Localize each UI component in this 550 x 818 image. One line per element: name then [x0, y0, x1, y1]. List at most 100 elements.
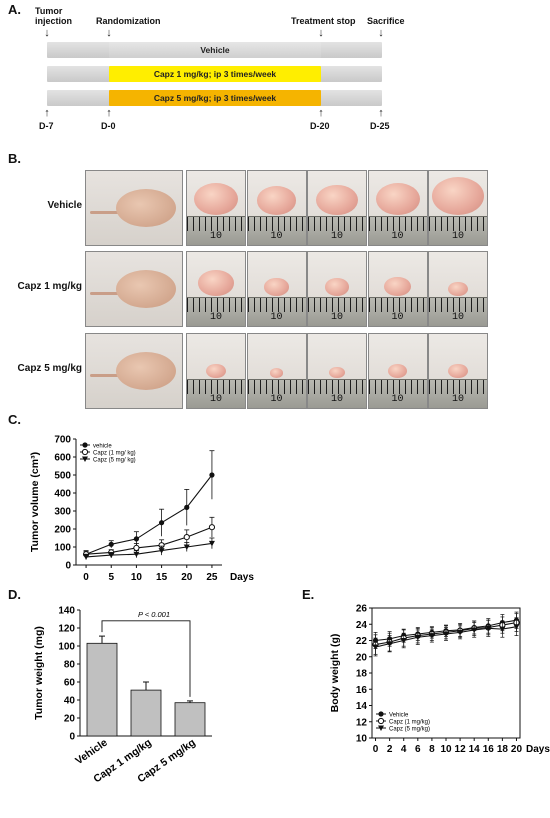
ruler-ticks — [308, 216, 366, 231]
mouse-photo — [85, 333, 183, 409]
ruler-ticks — [187, 297, 245, 312]
row-label: Vehicle — [47, 200, 82, 211]
data-point — [208, 524, 216, 531]
tumor-photo: 10 — [307, 333, 367, 409]
mouse-tail — [90, 211, 120, 214]
data-point — [471, 627, 478, 633]
y-axis-label: Tumor weight (mg) — [33, 626, 45, 720]
y-axis-label: Tumor volume (cm³) — [29, 452, 41, 552]
y-tick-label: 140 — [58, 606, 75, 617]
ruler-number: 10 — [330, 312, 343, 323]
legend-label: Capz (1 mg/kg) — [389, 720, 430, 726]
tumor-weight-chart: 0 20 40 60 80 100 120 140 Tumor weight (mg) Vehic… — [33, 606, 212, 785]
up-arrow-icon: ↑ — [106, 107, 112, 119]
ruler-number: 10 — [209, 312, 222, 323]
ruler: 10 — [429, 215, 487, 245]
mouse-tail — [90, 292, 120, 295]
data-point — [208, 540, 215, 547]
ruler-ticks — [368, 379, 427, 394]
bar — [174, 702, 206, 737]
data-point — [428, 633, 435, 639]
ruler-ticks — [368, 216, 427, 231]
y-tick-label: 200 — [54, 525, 71, 536]
mouse-body — [116, 352, 176, 390]
y-tick-label: 20 — [64, 714, 76, 725]
tumor-specimen — [316, 184, 358, 215]
tumor-specimen — [448, 363, 468, 378]
up-arrow-icon: ↑ — [378, 107, 384, 119]
tumor-photo: 10 — [186, 333, 246, 409]
y-tick-label: 14 — [356, 701, 368, 712]
x-tick-label: 10 — [440, 744, 452, 755]
tumor-specimen — [198, 270, 234, 296]
ruler-number: 10 — [330, 231, 343, 242]
tumor-specimen — [269, 368, 284, 378]
x-tick-label: 4 — [401, 744, 407, 755]
data-point — [386, 641, 393, 647]
ruler-number: 10 — [209, 231, 222, 242]
x-tick-label: 16 — [483, 744, 495, 755]
ruler-number: 10 — [270, 231, 283, 242]
tumor-photo: 10 — [428, 333, 488, 409]
ruler-ticks — [187, 216, 245, 231]
mouse-body — [116, 189, 176, 227]
panel-c-label: C. — [8, 412, 21, 427]
capz5-bar-label: Capz 5 mg/kg; ip 3 times/week — [153, 93, 277, 103]
series-line — [86, 542, 213, 558]
ruler-ticks — [368, 297, 427, 312]
x-tick-label: 0 — [83, 572, 89, 583]
x-tick-label: 0 — [373, 744, 379, 755]
bar — [130, 689, 162, 737]
x-axis-label: Days — [526, 744, 550, 755]
vehicle-treatment-bar: Vehicle — [109, 42, 321, 58]
ruler-number: 10 — [270, 394, 283, 405]
tumor-volume-chart: 0 100 200 300 400 500 600 700 0 5 10 15 20 25 Days Tumo… — [29, 435, 254, 584]
data-point — [400, 638, 407, 644]
ruler-ticks — [429, 379, 487, 394]
x-tick-label: 15 — [156, 572, 168, 583]
data-point — [513, 624, 520, 630]
x-tick-label: 8 — [429, 744, 435, 755]
data-point — [485, 625, 492, 632]
y-tick-label: 10 — [356, 734, 368, 745]
capz1-treatment-bar: Capz 1 mg/kg; ip 3 times/week — [109, 66, 321, 82]
y-tick-label: 0 — [65, 561, 71, 572]
data-point — [133, 551, 140, 558]
tumor-photo: 10 — [367, 333, 428, 409]
y-tick-label: 60 — [64, 678, 76, 689]
y-tick-label: 300 — [54, 507, 71, 518]
vehicle-bar-label: Vehicle — [200, 45, 230, 55]
tumor-photo: 10 — [246, 170, 307, 246]
data-point — [457, 629, 464, 636]
tumor-specimen — [194, 183, 238, 215]
x-tick-label: 5 — [108, 572, 114, 583]
ruler-number: 10 — [391, 394, 404, 405]
down-arrow-icon: ↓ — [106, 27, 112, 39]
y-tick-label: 20 — [356, 652, 368, 663]
tumor-photo: 10 — [428, 170, 488, 246]
sacrifice-label: Sacrifice — [367, 16, 405, 26]
y-tick-label: 100 — [54, 543, 71, 554]
panel-b-label: B. — [8, 151, 21, 166]
y-tick-label: 100 — [58, 642, 75, 653]
tumor-photo: 10 — [186, 251, 246, 327]
legend-label: Capz (5 mg/kg) — [389, 727, 430, 733]
category-label: Vehicle — [73, 737, 110, 768]
significance-bracket — [101, 620, 191, 697]
data-point — [499, 626, 506, 633]
y-tick-label: 12 — [356, 717, 368, 728]
legend-marker — [378, 711, 384, 717]
y-tick-label: 700 — [54, 435, 71, 446]
y-tick-label: 600 — [54, 453, 71, 464]
legend-marker — [82, 442, 88, 448]
ruler-number: 10 — [209, 394, 222, 405]
legend-marker — [378, 725, 384, 731]
tumor-specimen — [206, 363, 226, 378]
legend-marker — [81, 448, 89, 456]
y-tick-label: 26 — [356, 604, 368, 615]
ruler-ticks — [308, 379, 366, 394]
x-axis-label: Days — [230, 572, 254, 583]
data-point — [209, 472, 215, 478]
mouse-photo — [85, 170, 183, 246]
ruler-ticks — [308, 297, 366, 312]
